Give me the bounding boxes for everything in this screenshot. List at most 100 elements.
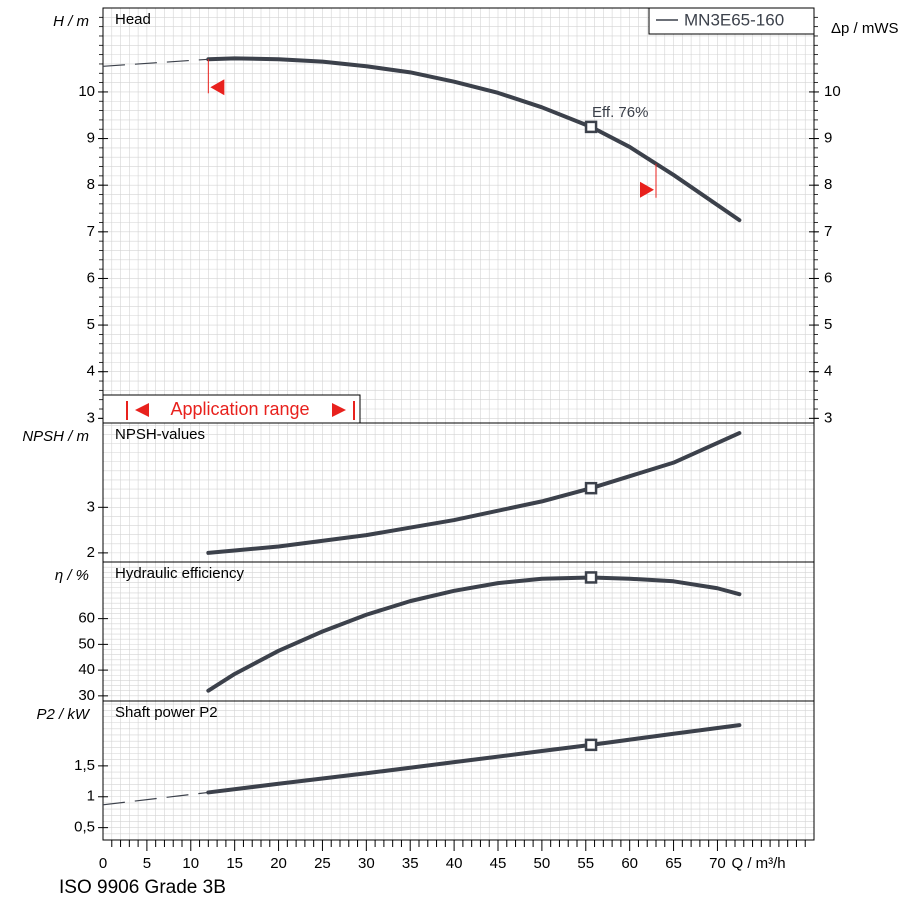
range-max-arrow [640,181,654,198]
data-point [409,600,412,602]
data-point [277,782,280,785]
data-point [738,593,741,595]
data-point [541,500,543,503]
y-tick-label: 9 [87,130,95,147]
operating-point-marker [584,738,598,752]
x-tick-label: 20 [270,855,287,872]
application-range-label: Application range [170,399,309,419]
y-tick-label-right: 10 [824,83,841,100]
data-point [207,552,210,554]
operating-point-marker [584,571,598,584]
y-tick-label: 1,5 [74,757,95,774]
panel-title: Head [115,11,151,28]
range-min-arrow [210,79,225,96]
application-range-arrow-left [135,403,149,417]
y-tick-label: 4 [87,363,95,380]
operating-point-marker [584,120,598,134]
x-tick-label: 45 [490,855,507,872]
y-tick-label-right: 5 [824,316,832,333]
x-tick-label: 40 [446,855,463,872]
y-tick-label: 3 [87,498,95,515]
data-point [277,650,280,652]
x-tick-label: 5 [143,855,151,872]
x-tick-label: 55 [577,855,594,872]
data-point [365,613,368,616]
data-point [207,791,210,794]
extrapolated-curve [102,58,209,67]
data-point [672,580,675,583]
data-point [628,577,631,580]
data-point [365,772,368,775]
y-tick-label: 30 [78,687,95,704]
data-point [409,71,412,74]
y-tick-label: 10 [78,83,95,100]
data-point [497,582,499,584]
data-point [541,750,543,752]
data-point [453,761,455,763]
x-tick-label: 65 [665,855,682,872]
panel-title: NPSH-values [115,426,205,443]
panel-frame [102,700,815,841]
y-axis-label: P2 / kW [36,706,90,723]
panel-title: Shaft power P2 [115,704,218,721]
data-point [738,432,741,434]
x-tick-label: 10 [182,855,199,872]
curve [206,723,742,795]
data-point [233,57,236,60]
y-axis-label: η / % [55,567,89,584]
annotations: Eff. 76% Application range MN3E65-160 [102,7,815,752]
legend-box [648,7,815,35]
curve [206,431,742,555]
data-point [277,58,280,61]
data-point [207,689,210,692]
y-tick-label: 40 [78,661,95,678]
panel-frames [98,7,819,851]
data-point [497,92,499,94]
y-axis-label: H / m [53,13,89,30]
data-point [365,534,368,536]
x-axis-label: Q / m³/h [731,855,785,872]
y-tick-label: 60 [78,610,95,627]
x-tick-label: 0 [99,855,107,872]
x-tick-label: 15 [226,855,243,872]
curve [206,575,742,693]
application-range-arrow-right [332,403,346,417]
data-point [453,590,455,592]
x-tick-label: 70 [709,855,726,872]
data-point [453,80,455,83]
y-tick-label: 1 [87,788,95,805]
x-tick-label: 25 [314,855,331,872]
y-tick-label: 8 [87,176,95,193]
efficiency-annotation: Eff. 76% [592,104,648,121]
x-tick-label: 35 [402,855,419,872]
data-point [541,577,543,580]
y-axis-label: NPSH / m [22,428,89,445]
x-tick-label: 50 [534,855,551,872]
y-tick-label-right: 8 [824,176,832,193]
data-point [277,545,280,548]
y-tick-label-right: 7 [824,223,832,240]
extrapolated-curve [102,791,209,806]
y-axis-label-right: Δp / mWS [831,20,899,37]
data-point [233,673,236,675]
operating-point-marker [584,481,598,495]
y-tick-label-right: 3 [824,409,832,426]
data-point [672,732,675,735]
curve-series [102,56,742,806]
y-tick-label-right: 6 [824,269,832,286]
data-point [541,106,543,109]
data-point [365,65,368,68]
panel-frame [102,422,815,563]
x-tick-label: 60 [621,855,638,872]
y-tick-label: 50 [78,635,95,652]
footer-note: ISO 9906 Grade 3B [59,877,226,898]
y-tick-label: 6 [87,269,95,286]
data-point [672,461,675,464]
y-tick-label: 5 [87,316,95,333]
x-tick-label: 30 [358,855,375,872]
panel-title: Hydraulic efficiency [115,565,244,582]
data-point [672,174,675,176]
y-tick-label-right: 4 [824,363,832,380]
